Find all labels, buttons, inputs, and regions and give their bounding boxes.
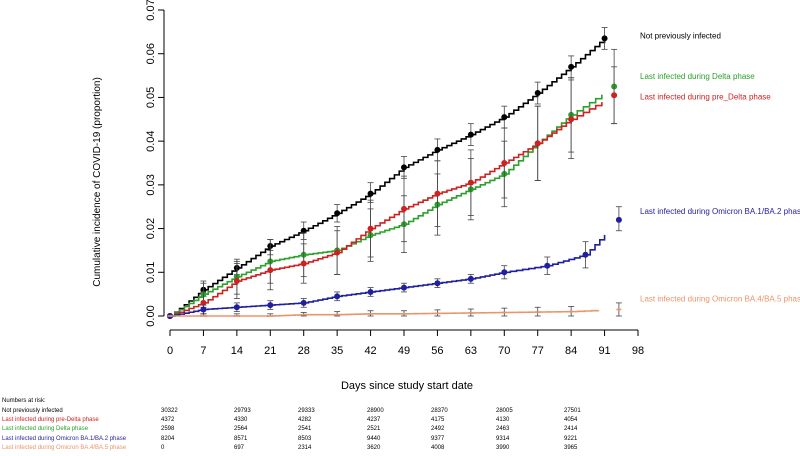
data-point [334, 249, 341, 256]
x-tick-label: 84 [565, 345, 577, 357]
series-labels: Not previously infected Last infected dur… [640, 32, 800, 304]
data-point [401, 164, 407, 171]
data-point [300, 227, 307, 234]
data-point [568, 116, 575, 123]
data-point [601, 35, 608, 42]
x-tick-label: 7 [200, 345, 206, 357]
data-point [434, 190, 441, 197]
series-line [170, 38, 606, 317]
x-tick-label: 70 [498, 345, 510, 357]
x-tick-label: 98 [632, 345, 644, 357]
y-tick-label: 0.06 [145, 43, 157, 64]
x-tick-label: 77 [532, 345, 544, 357]
data-point [568, 63, 575, 70]
data-point [501, 269, 508, 276]
data-point [367, 288, 374, 295]
series-line [170, 309, 600, 317]
data-point [367, 225, 374, 232]
x-tick-label: 42 [364, 345, 376, 357]
x-tick-label: 28 [298, 345, 310, 357]
data-point [467, 179, 474, 186]
data-point [300, 260, 307, 267]
data-point [401, 284, 407, 291]
x-axis-label: Days since study start date [341, 380, 473, 392]
data-point [334, 293, 341, 300]
series-line [170, 94, 603, 317]
y-tick-label: 0.02 [145, 218, 157, 239]
data-point [267, 302, 274, 309]
data-point [615, 216, 622, 223]
series-line [170, 234, 606, 317]
y-tick-label: 0.05 [145, 87, 157, 108]
data-point [300, 299, 307, 306]
data-point [501, 114, 508, 121]
data-point [233, 304, 240, 311]
data-point [367, 190, 374, 197]
data-point [611, 92, 618, 99]
data-point [534, 140, 541, 147]
x-tick-label: 21 [264, 345, 276, 357]
data-point [401, 205, 407, 212]
x-tick-label: 0 [167, 345, 173, 357]
series-label: Last infected during Omicron BA.4/BA.5 p… [640, 294, 800, 303]
plot-area [167, 27, 622, 319]
x-tick-label: 14 [231, 345, 243, 357]
y-tick-label: 0.00 [145, 305, 157, 326]
x-tick-label: 35 [331, 345, 343, 357]
data-point [582, 251, 589, 258]
data-point [434, 146, 441, 153]
data-point [467, 275, 474, 282]
y-tick-label: 0.01 [145, 262, 157, 283]
series-label: Last infected during Delta phase [640, 72, 755, 81]
data-point [501, 160, 508, 166]
series-label: Last infected during pre_Delta phase [640, 92, 771, 101]
y-axis-label: Cumulative incidence of COVID-19 (propor… [92, 77, 103, 287]
y-tick-label: 0.03 [145, 174, 157, 195]
data-point [544, 262, 551, 269]
axes: 0.00 0.01 0.02 0.03 0.04 0.05 0.06 0.07 0 7 14 21 28… [145, 0, 644, 357]
x-tick-label: 56 [431, 345, 443, 357]
series-line [170, 102, 603, 317]
data-point [200, 299, 207, 306]
data-point [200, 306, 207, 313]
data-point [467, 131, 474, 138]
series-label: Last infected during Omicron BA.1/BA.2 p… [640, 207, 800, 216]
series-label: Not previously infected [640, 32, 721, 41]
data-point [334, 210, 341, 217]
data-point [434, 280, 441, 287]
x-tick-label: 49 [398, 345, 410, 357]
data-point [534, 90, 541, 97]
data-point [233, 278, 240, 285]
x-tick-label: 91 [598, 345, 610, 357]
x-tick-label: 63 [465, 345, 477, 357]
y-tick-label: 0.04 [145, 130, 157, 151]
y-tick-label: 0.07 [145, 0, 157, 21]
data-point [267, 267, 274, 274]
